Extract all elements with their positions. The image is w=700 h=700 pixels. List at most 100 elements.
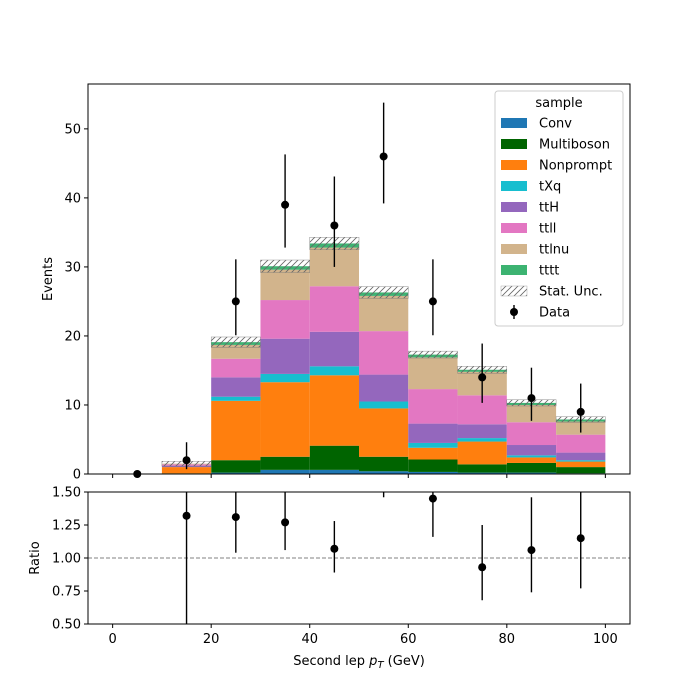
ratio-point bbox=[428, 494, 437, 503]
legend-swatch-tttt bbox=[501, 265, 527, 275]
y-tick-label: 0 bbox=[73, 468, 81, 483]
bar-nonprompt bbox=[359, 408, 409, 457]
bar-txq bbox=[408, 442, 458, 448]
bar-multiboson bbox=[408, 459, 458, 472]
main-y-ticks: 0 10 20 30 40 50 bbox=[64, 122, 88, 483]
bar-tth bbox=[506, 445, 557, 456]
bar-ttll bbox=[506, 422, 557, 446]
bar-multiboson bbox=[506, 462, 557, 473]
data-point bbox=[330, 221, 339, 230]
legend-swatch-ttlnu bbox=[501, 244, 527, 254]
x-tick-label: 80 bbox=[499, 632, 516, 647]
legend-swatch-txq bbox=[501, 181, 527, 191]
x-axis-label-sub: T bbox=[377, 660, 384, 671]
x-tick-label: 0 bbox=[108, 632, 116, 647]
bar-ttll bbox=[359, 331, 409, 375]
bar-ttll bbox=[309, 286, 359, 332]
legend-label-ttll: ttll bbox=[539, 222, 556, 237]
bar-nonprompt bbox=[506, 457, 557, 463]
y-tick-label: 10 bbox=[64, 398, 81, 413]
ratio-y-tick-label: 1.50 bbox=[52, 486, 81, 501]
stat-unc-band bbox=[210, 336, 261, 348]
legend-label-data: Data bbox=[539, 306, 570, 321]
bar-txq bbox=[556, 460, 606, 462]
y-tick-label: 40 bbox=[64, 191, 81, 206]
bar-conv bbox=[260, 469, 310, 474]
bar-multiboson bbox=[457, 464, 507, 473]
x-tick-label: 40 bbox=[301, 632, 318, 647]
x-tick-label: 20 bbox=[203, 632, 220, 647]
ratio-x-ticks: 0 20 40 60 80 100 bbox=[108, 624, 618, 647]
ratio-point bbox=[330, 544, 339, 553]
legend-label-ttlnu: ttlnu bbox=[539, 243, 569, 258]
bar-txq bbox=[457, 438, 507, 442]
x-axis-label-prefix: Second lep bbox=[293, 654, 369, 669]
bar-ttll bbox=[408, 389, 458, 424]
legend-title: sample bbox=[535, 96, 582, 111]
legend-label-nonprompt: Nonprompt bbox=[539, 159, 612, 174]
legend-swatch-stat-unc bbox=[500, 285, 528, 297]
data-point bbox=[182, 456, 191, 465]
data-point bbox=[379, 152, 388, 161]
legend-swatch-ttll bbox=[501, 223, 527, 233]
legend-swatch-conv bbox=[501, 118, 527, 128]
main-bars bbox=[161, 243, 606, 474]
bar-nonprompt bbox=[260, 382, 310, 457]
ratio-y-tick-label: 1.25 bbox=[52, 519, 81, 534]
bar-conv bbox=[309, 469, 359, 474]
bar-multiboson bbox=[359, 456, 409, 472]
ratio-point bbox=[527, 546, 536, 555]
data-point bbox=[281, 200, 290, 209]
bar-ttll bbox=[556, 434, 606, 453]
ratio-point bbox=[576, 534, 585, 543]
bar-ttll bbox=[260, 300, 310, 339]
data-point bbox=[428, 297, 437, 306]
legend-swatch-multiboson bbox=[501, 139, 527, 149]
ratio-y-tick-label: 0.50 bbox=[52, 618, 81, 633]
bar-multiboson bbox=[260, 456, 310, 470]
bar-tth bbox=[211, 377, 261, 397]
bar-tth bbox=[408, 423, 458, 443]
bar-multiboson bbox=[556, 467, 606, 474]
main-y-axis-label: Events bbox=[41, 257, 56, 301]
ratio-y-tick-label: 1.00 bbox=[52, 552, 81, 567]
bar-tth bbox=[556, 452, 606, 461]
stat-unc-band bbox=[408, 350, 458, 359]
bar-conv bbox=[408, 471, 458, 474]
bar-tth bbox=[260, 338, 310, 374]
ratio-point bbox=[182, 511, 191, 520]
bar-txq bbox=[211, 396, 261, 401]
ratio-point bbox=[231, 513, 240, 522]
bar-nonprompt bbox=[457, 441, 507, 465]
bar-multiboson bbox=[309, 445, 359, 470]
ratio-y-axis-label: Ratio bbox=[28, 541, 43, 574]
legend-swatch-tth bbox=[501, 202, 527, 212]
ratio-points bbox=[182, 492, 585, 624]
main-plot-frame bbox=[87, 83, 631, 475]
y-tick-label: 20 bbox=[64, 329, 81, 344]
bar-txq bbox=[359, 401, 409, 409]
data-point bbox=[527, 394, 536, 403]
data-points bbox=[133, 102, 585, 478]
x-axis-label-suffix: (GeV) bbox=[384, 654, 425, 669]
bar-nonprompt bbox=[161, 467, 212, 474]
data-point bbox=[576, 407, 585, 416]
bar-tth bbox=[309, 331, 359, 367]
bar-txq bbox=[506, 455, 557, 458]
bar-nonprompt bbox=[211, 400, 261, 461]
data-point bbox=[231, 297, 240, 306]
ratio-point bbox=[281, 518, 290, 527]
bar-ttll bbox=[211, 358, 261, 378]
x-axis-label-var: p bbox=[368, 654, 377, 669]
main-x-ticks bbox=[112, 474, 606, 478]
stat-unc-band bbox=[358, 286, 409, 299]
bar-txq bbox=[309, 366, 359, 376]
legend-swatch-nonprompt bbox=[501, 160, 527, 170]
legend-label-tttt: tttt bbox=[539, 264, 559, 279]
y-tick-label: 50 bbox=[64, 122, 81, 137]
y-tick-label: 30 bbox=[64, 260, 81, 275]
bar-tth bbox=[359, 374, 409, 402]
bar-nonprompt bbox=[309, 375, 359, 446]
bar-multiboson bbox=[211, 460, 261, 473]
